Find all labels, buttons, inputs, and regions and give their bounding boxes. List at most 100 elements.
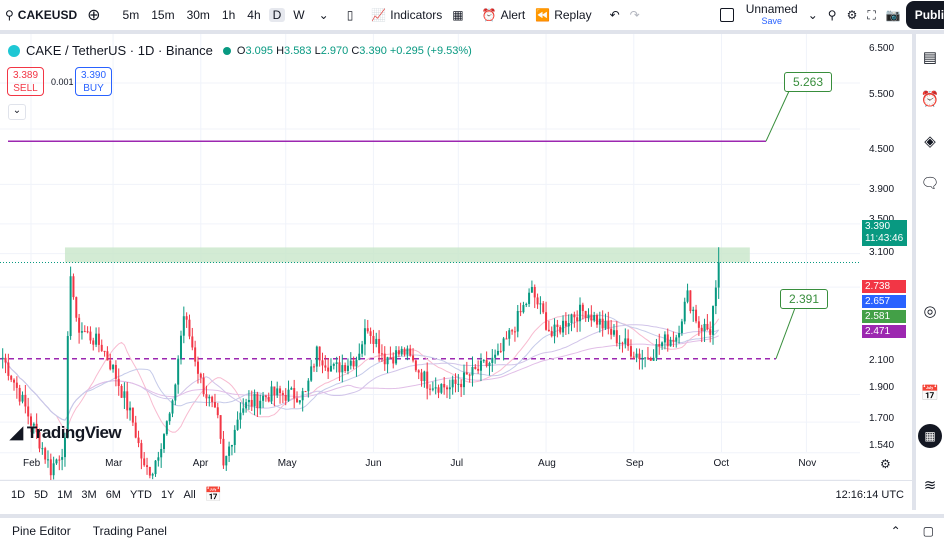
candle-body xyxy=(697,321,700,328)
date-range-icon[interactable]: 📅 xyxy=(204,486,223,502)
alert-button[interactable]: ⏰ Alert xyxy=(481,8,526,22)
watermark: ◢ TradingView xyxy=(10,423,122,442)
candle-body xyxy=(63,437,66,458)
lower-target-callout[interactable]: 2.391 xyxy=(780,289,829,309)
candle-body xyxy=(157,457,160,461)
ma-price-tag: 2.657 xyxy=(862,295,906,308)
range-1Y[interactable]: 1Y xyxy=(160,488,175,501)
candle-body xyxy=(106,351,109,361)
candle-body xyxy=(276,388,279,396)
chevron-down-icon: ⌄ xyxy=(807,8,818,22)
candle-body xyxy=(44,448,47,460)
symbol-search[interactable]: ⚲ CAKEUSD xyxy=(5,8,78,22)
layers-icon[interactable]: ◈ xyxy=(924,133,936,150)
calendar-icon[interactable]: 📅 xyxy=(920,385,940,402)
candle-body xyxy=(205,394,208,399)
candle-body xyxy=(649,358,652,361)
candle-body xyxy=(672,339,675,342)
compare-button[interactable]: ⊕ xyxy=(82,1,105,29)
candle-body xyxy=(196,361,199,374)
candle-body xyxy=(440,383,443,393)
candle-body xyxy=(185,316,188,320)
range-All[interactable]: All xyxy=(183,488,196,501)
quick-search-button[interactable]: ⚲ xyxy=(823,1,842,29)
axis-settings-icon[interactable]: ⚙ xyxy=(880,457,891,471)
redo-button[interactable]: ↷ xyxy=(625,1,645,29)
time-tick: Jul xyxy=(450,458,464,469)
candle-body xyxy=(279,388,282,394)
range-3M[interactable]: 3M xyxy=(81,488,97,501)
price-chart[interactable] xyxy=(0,34,912,480)
range-1D[interactable]: 1D xyxy=(11,488,26,501)
publish-button[interactable]: Publish xyxy=(905,1,944,29)
candle-body xyxy=(315,346,318,367)
ma-price-tag: 2.581 xyxy=(862,310,906,323)
candle-body xyxy=(284,395,287,401)
indicators-button[interactable]: 📈 Indicators xyxy=(371,8,443,22)
camera-icon: 📷 xyxy=(885,8,901,22)
snapshot-button[interactable]: 📷 xyxy=(881,1,906,29)
moving-average-line xyxy=(2,335,719,421)
candle-body xyxy=(556,324,559,328)
range-1M[interactable]: 1M xyxy=(57,488,73,501)
clock[interactable]: 12:16:14 UTC xyxy=(835,488,904,501)
undo-button[interactable]: ↶ xyxy=(605,1,625,29)
candle-body xyxy=(24,394,27,407)
market-open-icon xyxy=(222,46,231,55)
replay-button[interactable]: ⏪ Replay xyxy=(535,8,592,22)
settings-button[interactable]: ⚙ xyxy=(842,1,863,29)
interval-15m[interactable]: 15m xyxy=(151,8,175,22)
candle-body xyxy=(513,331,516,333)
target-icon[interactable]: ◎ xyxy=(923,303,937,320)
pine-editor-tab[interactable]: Pine Editor xyxy=(12,524,71,538)
maximize-icon[interactable]: ▢ xyxy=(922,524,934,538)
candle-body xyxy=(403,348,406,355)
candle-body xyxy=(329,365,332,372)
candle-body xyxy=(714,287,717,307)
range-YTD[interactable]: YTD xyxy=(129,488,152,501)
upper-target-callout[interactable]: 5.263 xyxy=(784,72,833,92)
candle-body xyxy=(80,331,83,333)
candle-body xyxy=(434,387,437,389)
range-6M[interactable]: 6M xyxy=(105,488,121,501)
candle-body xyxy=(355,360,358,367)
fullscreen-button[interactable]: ⛶ xyxy=(862,1,880,29)
candle-body xyxy=(477,368,480,371)
alarm-icon[interactable]: ⏰ xyxy=(920,91,940,108)
candle-body xyxy=(49,459,52,476)
range-5D[interactable]: 5D xyxy=(34,488,49,501)
candle-body xyxy=(437,387,440,393)
candle-body xyxy=(352,360,355,367)
price-tick: 3.100 xyxy=(869,247,895,259)
candle-body xyxy=(629,346,632,357)
candle-body xyxy=(516,311,519,332)
templates-button[interactable]: ▦ xyxy=(447,1,468,29)
candle-body xyxy=(38,432,41,449)
broadcast-icon[interactable]: ≋ xyxy=(923,477,937,494)
collapse-legend-button[interactable]: ⌄ xyxy=(8,104,26,120)
sell-button[interactable]: 3.389 SELL xyxy=(7,67,44,96)
interval-4h[interactable]: 4h xyxy=(247,8,261,22)
watchlist-icon[interactable]: ▤ xyxy=(922,49,938,66)
buy-button[interactable]: 3.390 BUY xyxy=(75,67,112,96)
interval-W[interactable]: W xyxy=(293,8,305,22)
chart-type-button[interactable]: ▯ xyxy=(342,1,359,29)
candle-body xyxy=(409,348,412,356)
candle-body xyxy=(621,342,624,344)
apps-icon[interactable]: ▦ xyxy=(918,424,942,448)
trading-panel-tab[interactable]: Trading Panel xyxy=(92,524,167,538)
candle-body xyxy=(290,388,293,390)
interval-dropdown[interactable]: ⌄ xyxy=(314,1,334,29)
candle-body xyxy=(519,311,522,313)
candle-body xyxy=(499,350,502,352)
candle-body xyxy=(177,358,180,385)
chevron-up-icon[interactable]: ⌃ xyxy=(890,524,901,538)
interval-D[interactable]: D xyxy=(268,8,286,22)
candle-body xyxy=(171,400,174,414)
chat-icon[interactable]: 🗨 xyxy=(920,175,940,192)
interval-5m[interactable]: 5m xyxy=(122,8,140,22)
interval-30m[interactable]: 30m xyxy=(186,8,210,22)
layout-button[interactable]: Unnamed Save ⌄ xyxy=(715,1,823,29)
interval-1h[interactable]: 1h xyxy=(221,8,236,22)
candle-body xyxy=(547,329,550,332)
